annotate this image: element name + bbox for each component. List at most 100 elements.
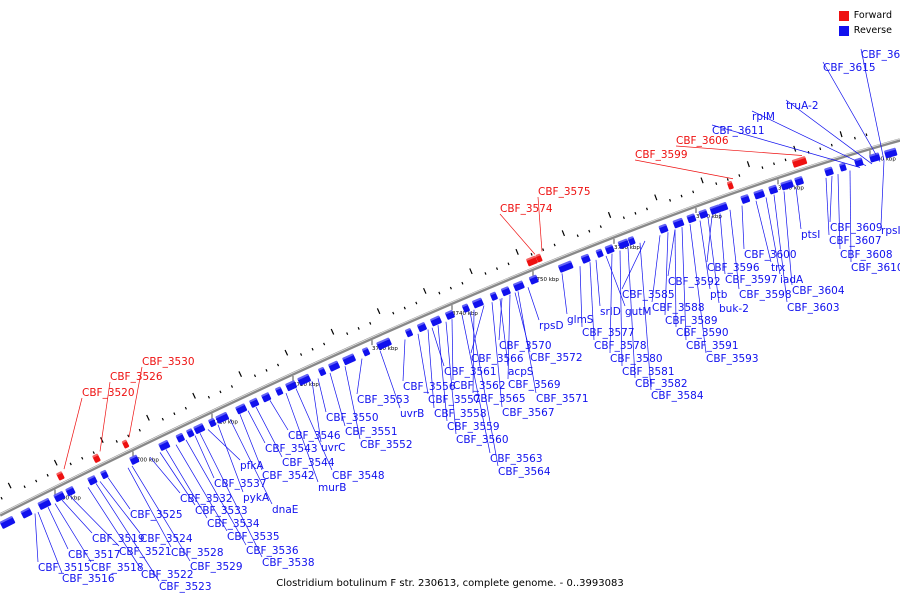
gene-body	[275, 386, 284, 396]
gene-shine	[327, 360, 338, 367]
gene-body	[129, 454, 140, 465]
leader-line	[627, 247, 636, 379]
gene-label-CBF_3590: CBF_3590	[676, 327, 729, 339]
gene-shine	[489, 291, 496, 296]
reverse-gene	[235, 403, 248, 415]
tick-mark	[530, 252, 533, 256]
tick-mark	[819, 147, 822, 151]
gene-shine	[260, 391, 269, 398]
gene-label-CBF_3600: CBF_3600	[744, 249, 797, 261]
gene-label-ptsI: ptsI	[801, 229, 820, 241]
gene-label-CBF_3534: CBF_3534	[207, 518, 260, 530]
leader-line	[699, 220, 711, 290]
gene-body	[56, 471, 65, 481]
gene-label-CBF_3548: CBF_3548	[332, 470, 385, 482]
reverse-gene	[327, 360, 340, 372]
gene-label-CBF_3589: CBF_3589	[665, 315, 718, 327]
gene-label-CBF_3526: CBF_3526	[110, 371, 163, 383]
tick-mark	[92, 451, 95, 455]
gene-label-CBF_3564: CBF_3564	[498, 466, 551, 478]
leader-line	[185, 439, 247, 546]
gene-label-CBF_3542: CBF_3542	[262, 470, 315, 482]
reverse-gene	[185, 428, 195, 438]
gene-features	[0, 147, 898, 529]
leader-line	[741, 205, 745, 250]
gene-label-CBF_3570: CBF_3570	[499, 340, 552, 352]
gene-shine	[672, 217, 683, 223]
gene-body	[528, 274, 539, 285]
gene-shine	[853, 157, 863, 162]
leader-line	[711, 124, 861, 168]
gene-label-CBF_3575: CBF_3575	[538, 186, 591, 198]
reverse-gene	[489, 291, 498, 301]
reverse-gene	[207, 417, 217, 428]
leader-line	[159, 452, 196, 506]
gene-label-CBF_3515: CBF_3515	[38, 562, 91, 574]
gene-shine	[617, 238, 628, 244]
forward-gene	[726, 180, 734, 190]
gene-shine	[317, 366, 325, 371]
gene-body	[709, 204, 722, 215]
tick-mark	[438, 291, 441, 295]
tick-mark	[680, 194, 683, 198]
gene-shine	[248, 397, 258, 403]
gene-shine	[207, 417, 215, 423]
leader-line	[95, 483, 160, 582]
gene-label-CBF_3610: CBF_3610	[851, 262, 900, 274]
gene-shine	[658, 223, 667, 229]
reverse-gene	[617, 238, 630, 250]
tick-mark	[746, 161, 750, 168]
leader-line	[605, 255, 626, 307]
gene-label-CBF_3517: CBF_3517	[68, 549, 121, 561]
tick-mark	[184, 406, 187, 410]
leader-line	[706, 216, 713, 263]
gene-body	[175, 433, 185, 443]
reverse-gene	[709, 204, 722, 215]
gene-body	[824, 166, 834, 177]
gene-label-CBF_3611: CBF_3611	[712, 125, 765, 137]
gene-body	[0, 516, 16, 529]
leader-line	[674, 229, 677, 328]
gene-shine	[87, 474, 96, 481]
forward-gene	[55, 471, 65, 481]
gene-label-murB: murB	[318, 482, 346, 494]
leader-line	[795, 187, 802, 230]
gene-shine	[92, 453, 99, 458]
tick-mark	[53, 459, 58, 466]
gene-shine	[604, 244, 613, 249]
tick-mark	[230, 385, 234, 388]
gene-label-CBF_3599: CBF_3599	[635, 149, 688, 161]
tick-mark	[300, 353, 303, 356]
label-leaders	[34, 48, 885, 582]
axis-tick-label: 3750 kbp	[533, 277, 559, 283]
gene-shine	[429, 315, 440, 322]
gene-label-CBF_3516: CBF_3516	[62, 573, 115, 585]
gene-label-CBF_3562: CBF_3562	[453, 380, 506, 392]
leader-line	[356, 358, 363, 395]
gene-body	[342, 353, 356, 366]
leader-line	[61, 499, 93, 534]
reverse-gene	[461, 303, 470, 313]
tick-mark	[576, 234, 579, 238]
gene-body	[500, 286, 511, 297]
gene-body	[768, 184, 778, 195]
leader-line	[681, 227, 687, 341]
gene-label-CBF_3530: CBF_3530	[142, 356, 195, 368]
leader-line	[517, 291, 537, 394]
tick-mark	[376, 308, 381, 315]
gene-label-CBF_3616: CBF_3616	[861, 49, 900, 61]
tick-mark	[219, 390, 222, 394]
gene-body	[208, 418, 217, 428]
gene-shine	[791, 155, 806, 163]
gene-label-CBF_3519: CBF_3519	[92, 533, 145, 545]
legend-item-forward: Forward	[838, 8, 892, 23]
gene-body	[794, 176, 804, 186]
gene-shine	[512, 280, 523, 286]
reverse-gene	[868, 152, 881, 163]
tick-mark	[669, 198, 672, 202]
axis-tick-label: 3760 kbp	[614, 245, 640, 251]
gene-label-CBF_3546: CBF_3546	[288, 430, 341, 442]
leader-line	[561, 273, 568, 315]
leader-line	[619, 250, 623, 367]
